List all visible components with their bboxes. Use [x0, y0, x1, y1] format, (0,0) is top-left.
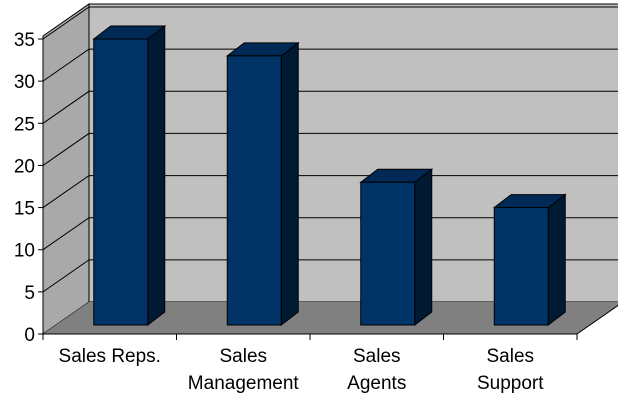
y-tick-label: 30: [14, 72, 35, 93]
y-axis-tick-labels: 0 5 10 15 20 25 30 35: [14, 30, 35, 346]
chart-floor: [43, 302, 618, 334]
bar-front: [93, 38, 149, 326]
gridlines: [42, 6, 618, 293]
gridline: [42, 90, 618, 124]
x-category-label: Sales Reps.: [59, 346, 161, 367]
x-axis-category-labels: Sales Reps. Sales Management Sales Agents Sal…: [59, 346, 545, 394]
gridline: [42, 6, 618, 40]
bar-side: [414, 168, 433, 327]
floor-plane: [43, 302, 618, 334]
bar-front: [360, 181, 416, 326]
y-tick-label: 20: [14, 156, 35, 177]
x-category-label: Sales Support: [477, 346, 544, 394]
bar-front: [226, 55, 282, 326]
bar: [92, 24, 167, 327]
y-tick-label: 10: [14, 241, 35, 262]
gridline: [42, 48, 618, 82]
x-category-label: Sales Management: [188, 346, 300, 394]
bar: [492, 193, 567, 327]
gridline: [42, 175, 618, 208]
gridline: [42, 217, 618, 251]
gridline: [42, 132, 618, 166]
y-tick-label: 0: [24, 325, 35, 346]
floor-edge: [576, 304, 618, 335]
bar-front: [493, 207, 549, 326]
bar: [225, 41, 300, 327]
y-tick-label: 25: [14, 114, 35, 135]
bar-side: [547, 193, 566, 327]
bars: [92, 24, 567, 327]
y-tick-label: 5: [24, 283, 35, 304]
axes: [38, 36, 618, 340]
bar: [359, 168, 434, 327]
gridline: [42, 259, 618, 293]
bar-side: [280, 41, 299, 327]
y-tick-label: 35: [14, 30, 35, 51]
bar-side: [147, 24, 166, 327]
x-category-label: Sales Agents: [347, 346, 406, 394]
y-tick-label: 15: [14, 199, 35, 220]
